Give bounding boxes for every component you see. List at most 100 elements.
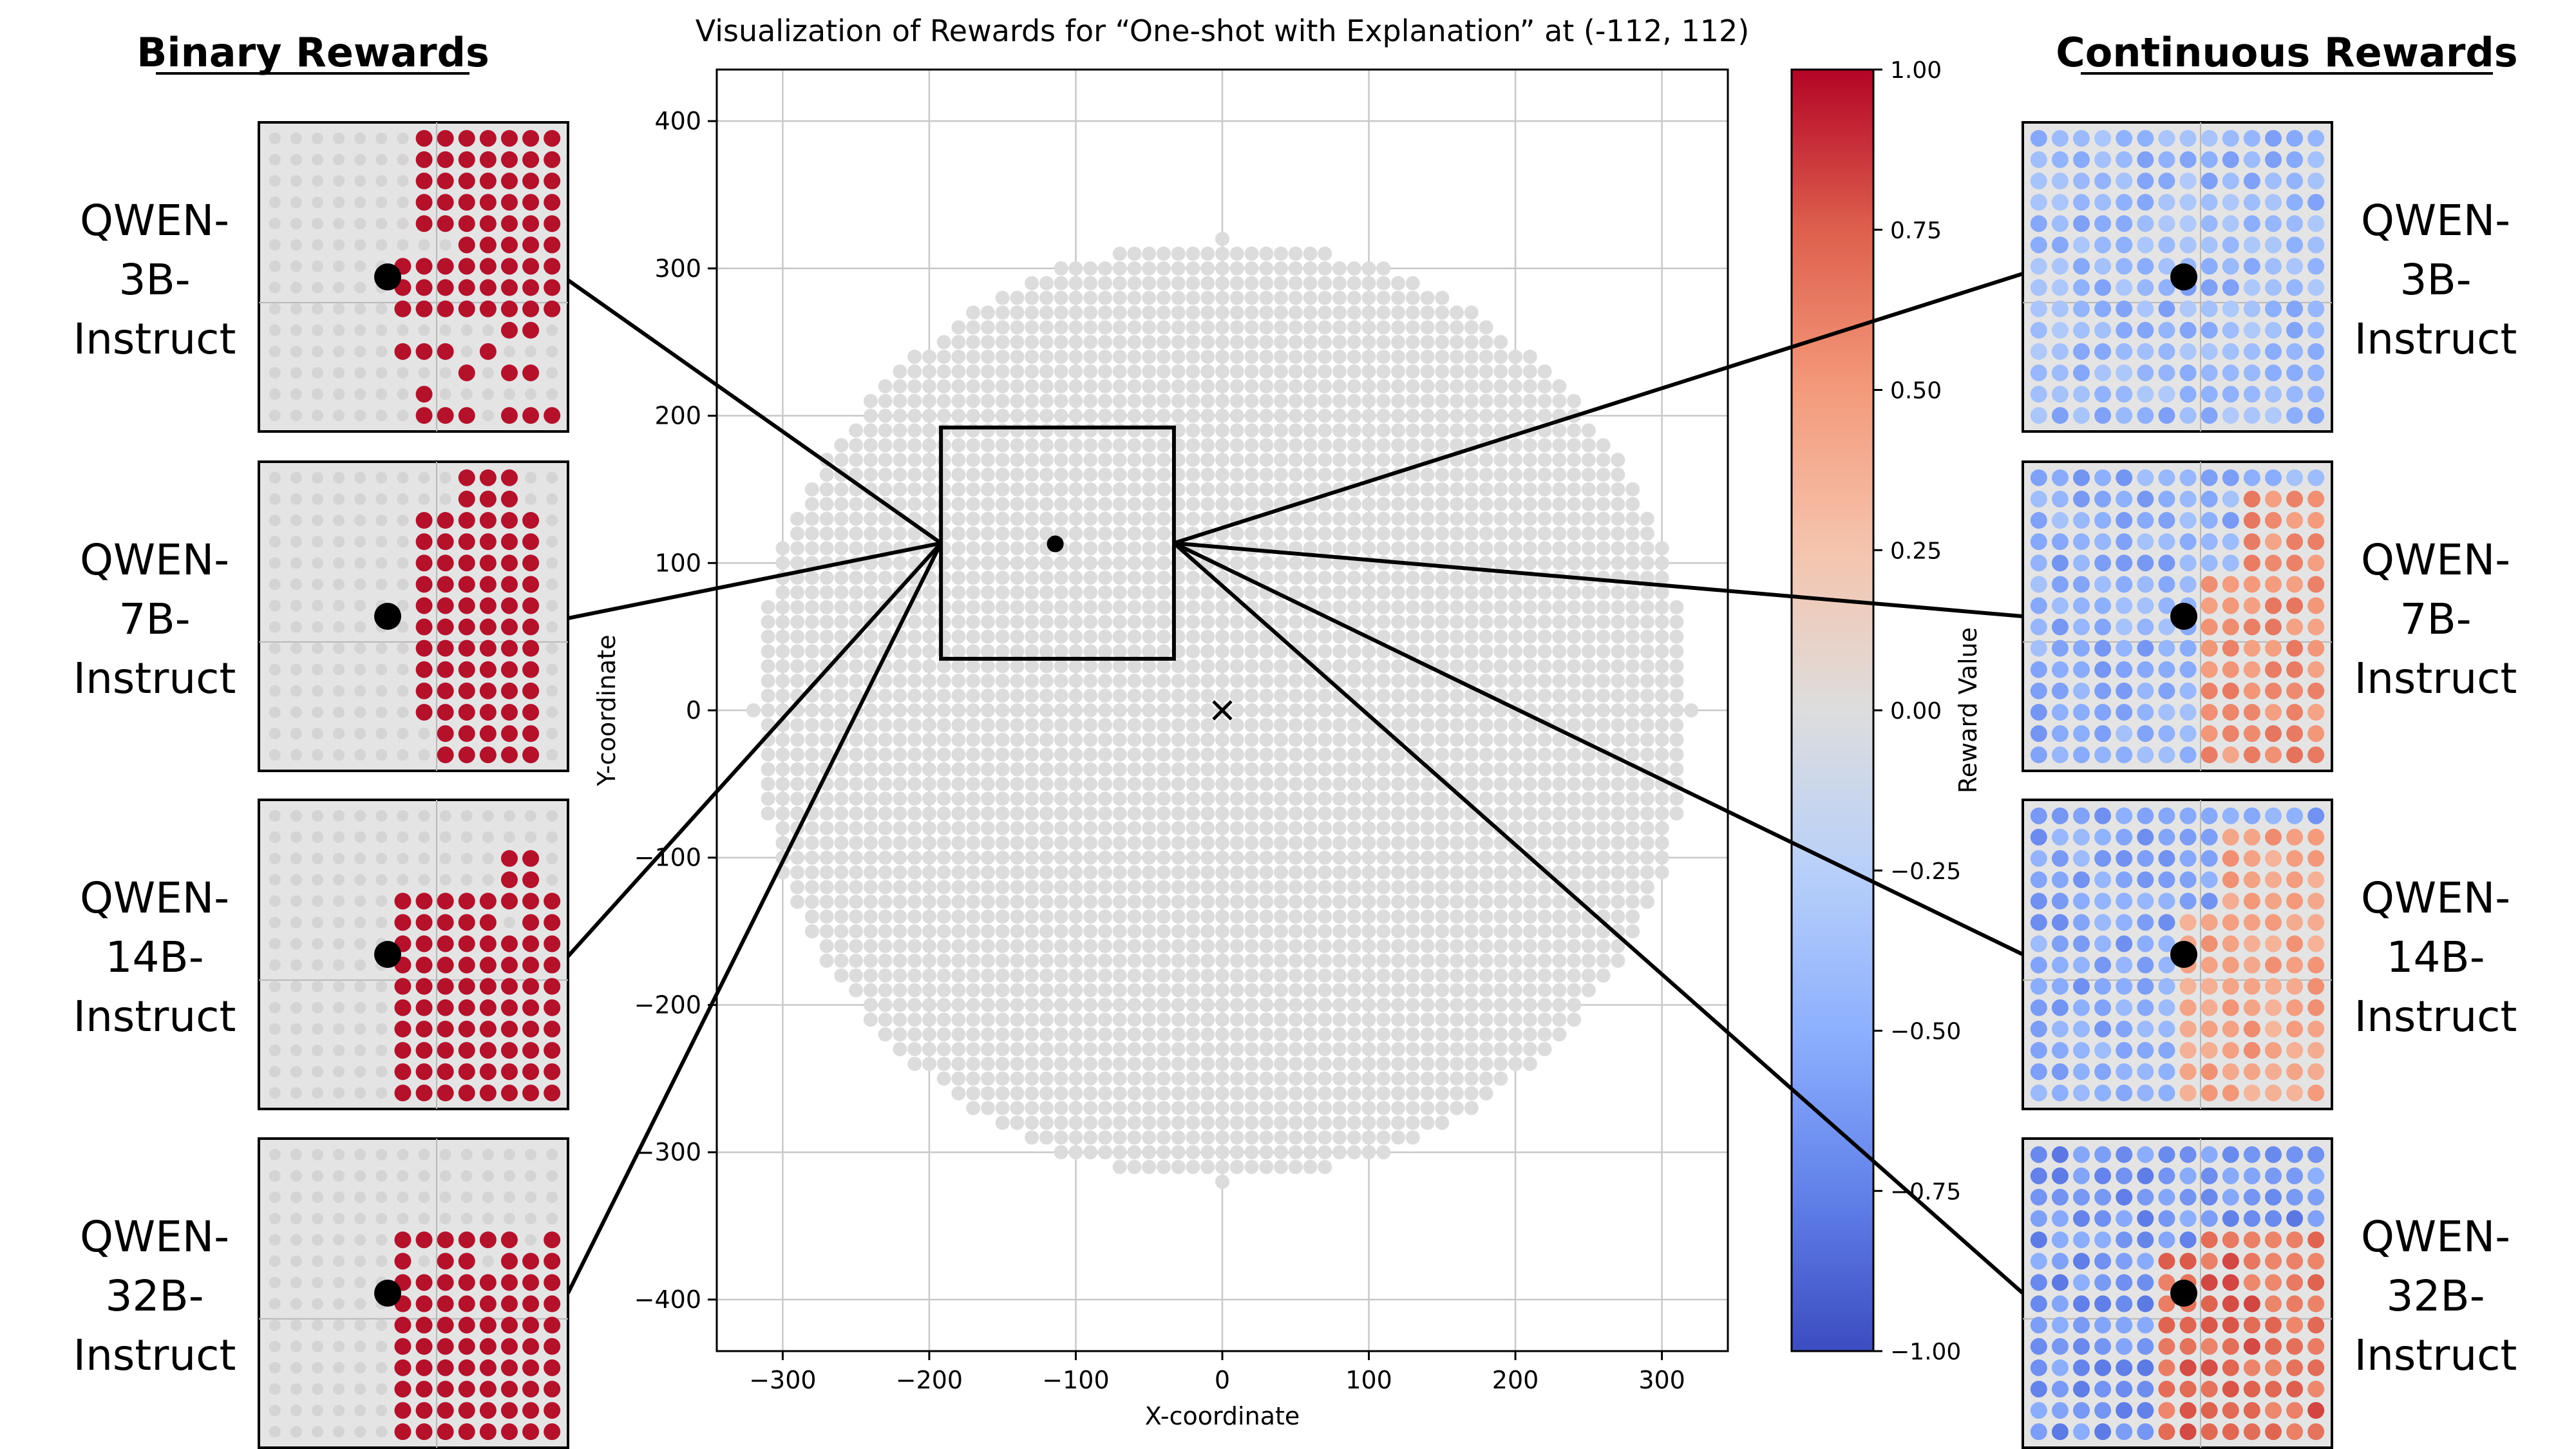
reward-point <box>2201 1041 2218 1059</box>
reward-point <box>333 853 345 865</box>
grid-point <box>1522 717 1537 732</box>
reward-point <box>2179 576 2197 593</box>
x-tick-label: −100 <box>1042 1366 1109 1394</box>
reward-point <box>269 621 281 633</box>
grid-point <box>1142 497 1157 511</box>
reward-point <box>415 300 433 317</box>
reward-point <box>2073 258 2090 275</box>
grid-point <box>1669 717 1684 732</box>
grid-point <box>1054 276 1068 290</box>
reward-point <box>2158 173 2175 190</box>
grid-point <box>1552 953 1567 968</box>
grid-point <box>1156 1130 1171 1145</box>
grid-point <box>1361 1145 1376 1160</box>
reward-point <box>415 1359 433 1376</box>
grid-point <box>907 629 922 644</box>
reward-point <box>290 493 302 505</box>
grid-point <box>1186 408 1200 423</box>
reward-point <box>2051 828 2069 846</box>
reward-point <box>2158 682 2175 699</box>
zoom-connector-lines <box>566 272 2024 1295</box>
reward-point <box>2158 1274 2175 1291</box>
grid-point <box>1142 541 1157 556</box>
grid-point <box>1127 1042 1142 1057</box>
reward-point <box>544 1041 561 1059</box>
grid-point <box>1361 659 1376 674</box>
reward-point <box>437 978 454 995</box>
grid-point <box>1142 1071 1157 1086</box>
grid-point <box>1318 659 1332 674</box>
grid-point <box>1156 880 1171 895</box>
grid-point <box>1259 571 1274 585</box>
grid-point <box>1479 674 1493 688</box>
reward-point <box>2243 554 2260 572</box>
reward-point <box>2073 1338 2090 1355</box>
binary-panel <box>258 121 569 433</box>
reward-point <box>546 536 558 548</box>
reward-point <box>503 388 515 401</box>
reward-point <box>290 281 302 294</box>
grid-point <box>1054 924 1068 939</box>
reward-point <box>460 874 473 886</box>
center-x-marker <box>1212 700 1233 721</box>
grid-point <box>1332 747 1347 762</box>
grid-point <box>936 820 951 835</box>
reward-point <box>2264 1231 2282 1249</box>
connector-line <box>1173 272 2023 545</box>
grid-point <box>1347 511 1361 526</box>
reward-point <box>375 218 388 230</box>
grid-point <box>1112 1086 1127 1101</box>
reward-point <box>354 621 366 633</box>
reward-point <box>503 1191 515 1204</box>
reward-point <box>312 1001 324 1014</box>
grid-point <box>1039 423 1054 438</box>
grid-point <box>907 835 922 850</box>
grid-point <box>761 688 775 703</box>
grid-point <box>1376 762 1391 777</box>
grid-point <box>1097 909 1112 924</box>
grid-point <box>1083 1130 1098 1145</box>
reward-point <box>269 1023 281 1035</box>
grid-point <box>1274 850 1289 865</box>
reward-point <box>522 597 540 614</box>
grid-point <box>936 644 951 659</box>
reward-point <box>312 578 324 591</box>
grid-point <box>1025 909 1039 924</box>
reward-point <box>415 1041 433 1059</box>
reward-point <box>375 388 388 401</box>
grid-point <box>1435 423 1450 438</box>
grid-point <box>1450 806 1464 821</box>
reward-point <box>397 515 409 527</box>
reward-point <box>354 1001 366 1014</box>
reward-point <box>2179 1210 2197 1227</box>
reward-point <box>290 218 302 230</box>
grid-point <box>1376 320 1391 335</box>
grid-point <box>849 659 864 674</box>
grid-point <box>1025 364 1039 379</box>
grid-point <box>1097 983 1112 998</box>
grid-point <box>1274 600 1289 614</box>
reward-point <box>354 557 366 569</box>
grid-point <box>1025 806 1039 821</box>
reward-point <box>354 536 366 548</box>
grid-point <box>1156 850 1171 865</box>
grid-point <box>790 644 805 659</box>
grid-point <box>1625 850 1640 865</box>
grid-point <box>849 453 864 468</box>
reward-point <box>2158 1402 2175 1419</box>
grid-point <box>1493 998 1508 1012</box>
reward-point <box>2179 173 2197 190</box>
reward-point <box>2222 386 2239 403</box>
grid-point <box>922 1027 936 1042</box>
grid-point <box>1567 393 1582 408</box>
grid-point <box>1435 924 1450 939</box>
grid-point <box>1127 688 1142 703</box>
reward-point <box>375 1426 388 1438</box>
grid-point <box>1215 438 1229 453</box>
reward-point <box>2179 129 2197 147</box>
grid-point <box>1420 688 1435 703</box>
reward-point <box>354 706 366 718</box>
reward-point <box>2307 1167 2325 1184</box>
grid-point <box>1581 511 1596 526</box>
grid-point <box>907 806 922 821</box>
